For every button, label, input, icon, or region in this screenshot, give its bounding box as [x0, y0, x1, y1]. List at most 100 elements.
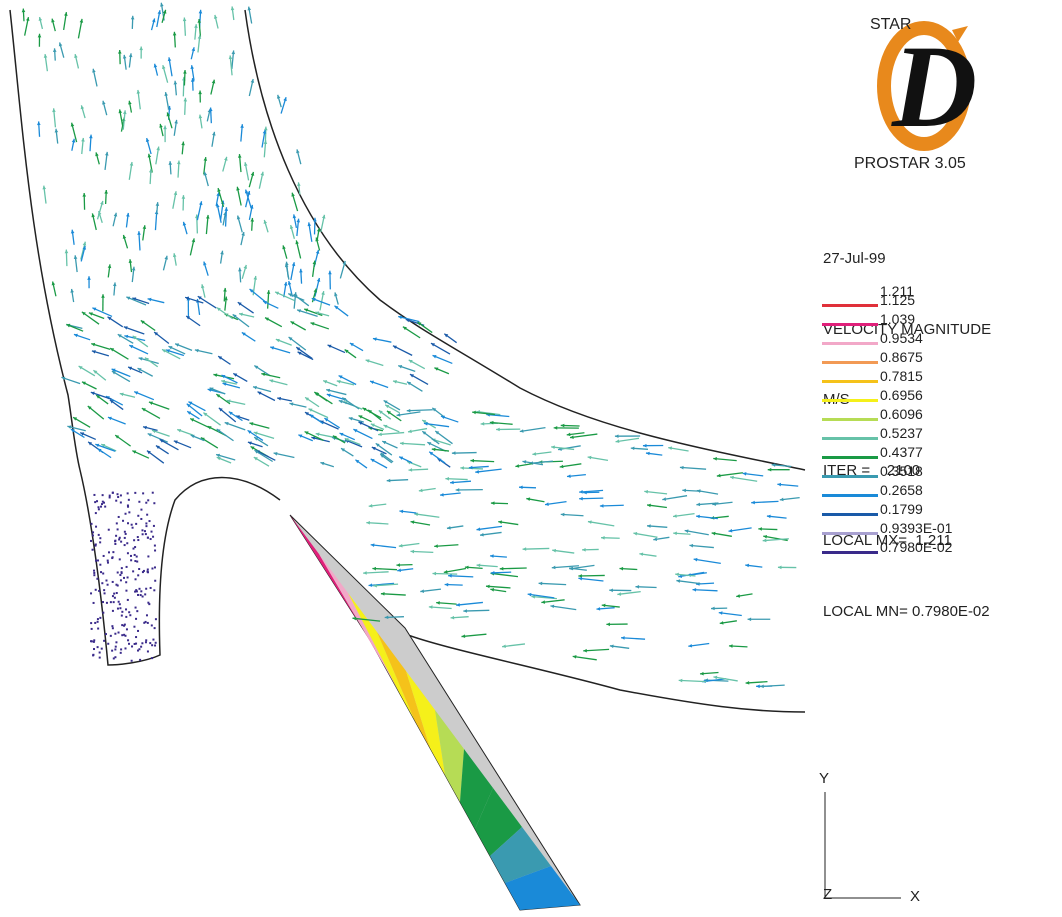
cavity-point — [153, 589, 156, 592]
velocity-arrowhead — [370, 458, 375, 463]
velocity-arrowhead — [320, 461, 325, 466]
velocity-arrowhead — [596, 607, 601, 611]
cavity-point — [113, 596, 116, 599]
velocity-arrowhead — [370, 543, 375, 547]
cavity-point — [139, 594, 142, 597]
velocity-arrowhead — [236, 215, 241, 220]
cavity-point — [141, 529, 144, 532]
cavity-point — [101, 503, 104, 506]
velocity-arrowhead — [468, 465, 473, 470]
cavity-point — [90, 539, 93, 542]
cavity-point — [115, 641, 118, 644]
velocity-arrowhead — [767, 467, 772, 472]
velocity-arrowhead — [304, 431, 309, 435]
cavity-point — [102, 611, 105, 614]
jet-band-segment — [348, 593, 415, 721]
cavity-point — [145, 522, 148, 525]
cavity-point — [146, 570, 149, 573]
velocity-arrowhead — [409, 374, 414, 378]
cavity-point — [125, 581, 128, 584]
velocity-arrowhead — [299, 268, 303, 273]
cavity-point — [116, 571, 119, 574]
velocity-arrowhead — [162, 349, 167, 353]
legend-entry: 0.5237 — [822, 425, 1052, 444]
cavity-point — [106, 583, 109, 586]
velocity-arrowhead — [479, 532, 484, 537]
cavity-point — [94, 544, 97, 547]
velocity-arrowhead — [249, 422, 254, 426]
velocity-arrowhead — [736, 594, 741, 598]
cavity-point — [151, 567, 154, 570]
velocity-arrowhead — [315, 311, 320, 315]
velocity-arrowhead — [216, 394, 221, 398]
velocity-arrow — [432, 572, 458, 575]
velocity-arrowhead — [239, 312, 243, 317]
cavity-point — [135, 636, 138, 639]
velocity-arrow — [434, 430, 453, 445]
velocity-arrow — [470, 459, 495, 463]
velocity-arrow — [676, 579, 701, 585]
velocity-arrowhead — [166, 112, 171, 117]
velocity-arrowhead — [110, 348, 115, 352]
velocity-arrowhead — [418, 488, 423, 493]
cavity-point — [115, 583, 118, 586]
velocity-arrow — [372, 567, 398, 571]
velocity-arrow — [386, 479, 409, 482]
cavity-point — [114, 648, 117, 651]
cavity-point — [94, 621, 97, 624]
velocity-arrowhead — [461, 634, 466, 639]
velocity-arrowhead — [766, 514, 771, 519]
velocity-arrowhead — [70, 288, 74, 293]
velocity-arrowhead — [101, 294, 105, 298]
velocity-arrowhead — [181, 195, 186, 199]
velocity-arrowhead — [91, 342, 96, 347]
velocity-arrow — [451, 451, 477, 454]
cavity-point — [99, 616, 102, 619]
cavity-point — [111, 595, 114, 598]
velocity-arrowhead — [70, 122, 75, 127]
velocity-arrowhead — [371, 446, 376, 451]
velocity-arrow — [358, 421, 379, 432]
velocity-arrowhead — [358, 421, 363, 426]
velocity-arrowhead — [254, 437, 259, 441]
cavity-point — [125, 565, 128, 568]
velocity-arrowhead — [309, 414, 314, 418]
cavity-point — [138, 648, 141, 651]
velocity-arrowhead — [263, 126, 268, 131]
velocity-arrowhead — [203, 171, 208, 176]
legend-entry: 0.7980E-02 — [822, 539, 1052, 558]
axis-triad: Y Z X — [813, 770, 933, 910]
velocity-arrowhead — [399, 441, 404, 446]
velocity-arrowhead — [104, 189, 108, 194]
velocity-arrowhead — [310, 322, 315, 326]
velocity-arrowhead — [647, 503, 651, 508]
velocity-arrowhead — [250, 78, 255, 83]
velocity-arrowhead — [172, 253, 177, 258]
cavity-point — [122, 576, 125, 579]
velocity-arrowhead — [407, 381, 412, 386]
velocity-arrowhead — [241, 332, 246, 336]
velocity-arrowhead — [668, 446, 673, 450]
velocity-arrowhead — [689, 543, 694, 548]
velocity-arrowhead — [173, 440, 178, 444]
legend-swatch — [822, 323, 878, 326]
velocity-arrowhead — [284, 263, 289, 268]
cavity-point — [135, 555, 138, 558]
velocity-arrowhead — [541, 600, 546, 604]
legend-label: 0.9534 — [880, 330, 923, 346]
velocity-arrowhead — [499, 566, 504, 571]
velocity-arrow — [538, 582, 567, 586]
cavity-point — [97, 627, 100, 630]
velocity-arrowhead — [109, 399, 114, 404]
velocity-arrowhead — [553, 426, 558, 430]
cavity-point — [121, 624, 124, 627]
velocity-arrowhead — [141, 408, 146, 412]
cavity-point — [120, 572, 123, 575]
velocity-arrowhead — [434, 544, 438, 548]
velocity-arrowhead — [296, 149, 300, 154]
cavity-point — [128, 611, 131, 614]
velocity-arrowhead — [587, 520, 592, 524]
velocity-arrowhead — [355, 459, 360, 464]
velocity-arrowhead — [399, 509, 404, 514]
velocity-arrowhead — [159, 123, 163, 128]
